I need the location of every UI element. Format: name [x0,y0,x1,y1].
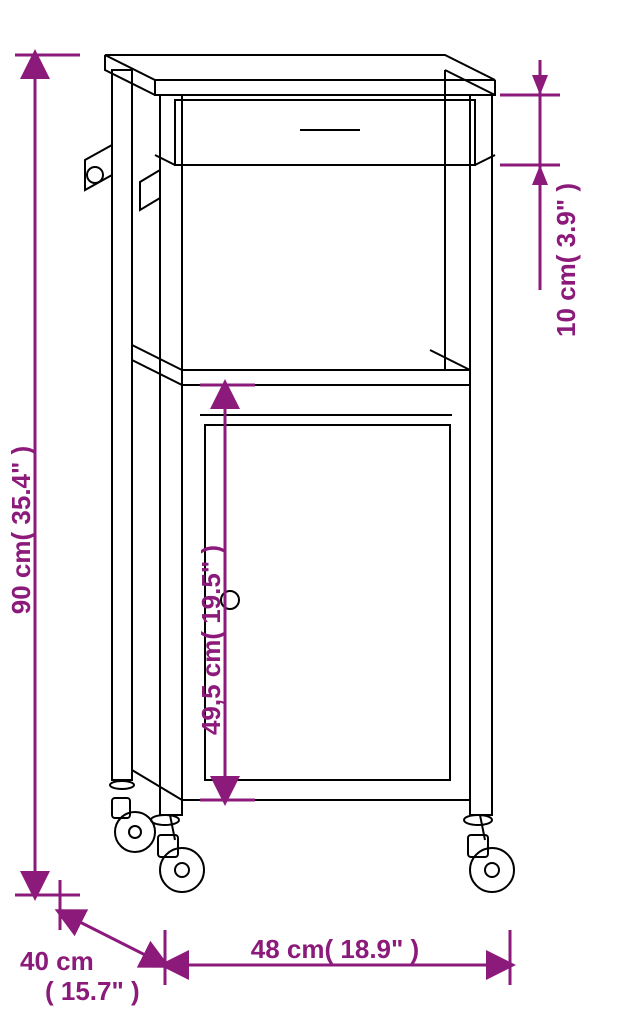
caster-wheel [110,781,155,852]
svg-text:48 cm( 18.9" ): 48 cm( 18.9" ) [251,934,419,964]
svg-text:40 cm: 40 cm [20,946,94,976]
dim-cabinet-in: ( 19.5" ) [196,545,226,640]
dimension-depth: 40 cm ( 15.7" ) [20,880,165,1006]
dim-depth-in: ( 15.7" ) [45,976,140,1006]
svg-text:49,5 cm( 19.5" ): 49,5 cm( 19.5" ) [196,545,226,735]
dimension-width: 48 cm( 18.9" ) [165,930,510,985]
dimension-total-height: 90 cm( 35.4" ) [6,55,80,895]
svg-text:90 cm( 35.4" ): 90 cm( 35.4" ) [6,446,36,614]
caster-wheel [464,815,514,892]
furniture-dimension-diagram: 90 cm( 35.4" ) 49,5 cm( 19.5" ) 10 cm( 3… [0,0,622,1020]
dim-height-in: ( 35.4" ) [6,446,36,541]
dim-cabinet-cm: 49,5 cm [196,640,226,735]
dim-width-in: ( 18.9" ) [325,934,420,964]
dim-drawer-in: ( 3.9" ) [551,183,581,263]
caster-wheel [151,815,204,892]
dim-width-cm: 48 cm [251,934,325,964]
svg-text:10 cm( 3.9" ): 10 cm( 3.9" ) [551,183,581,337]
dim-height-cm: 90 cm [6,540,36,614]
dimension-drawer-height: 10 cm( 3.9" ) [500,60,581,337]
dim-drawer-cm: 10 cm [551,263,581,337]
dim-depth-cm: 40 cm [20,946,94,976]
kitchen-trolley-drawing [85,55,514,892]
svg-text:( 15.7" ): ( 15.7" ) [45,976,140,1006]
